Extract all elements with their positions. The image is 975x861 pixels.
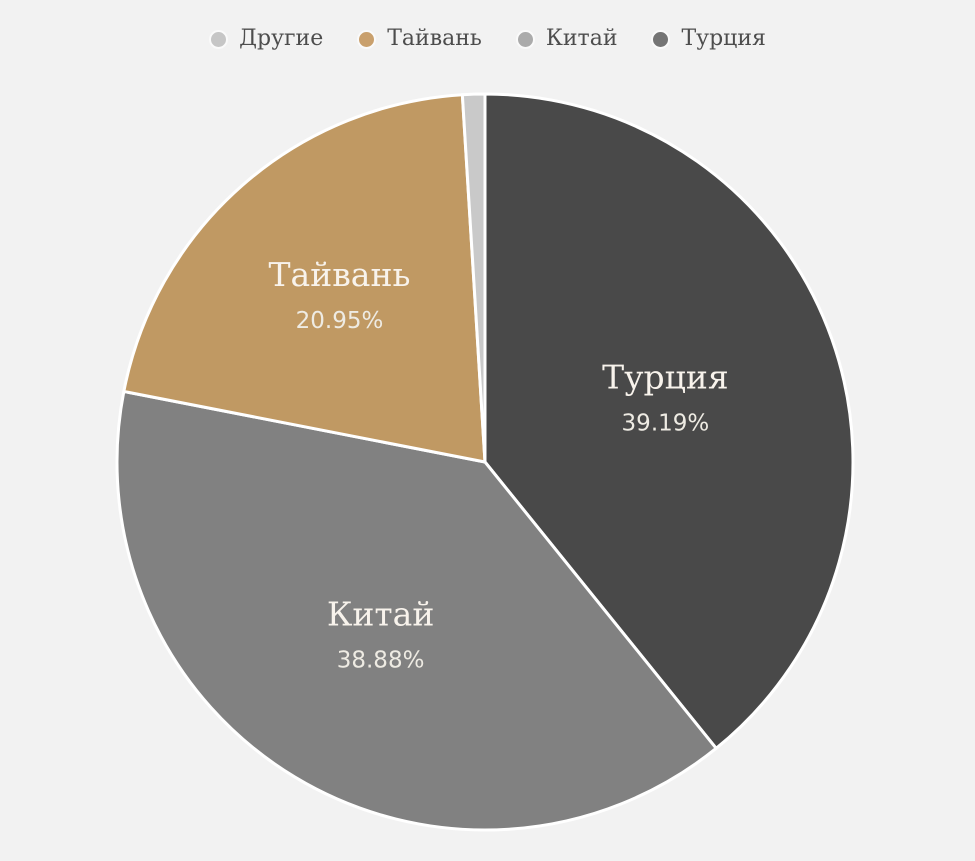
pie-slice-1[interactable] bbox=[115, 389, 718, 832]
chart-legend: Другие Тайвань Китай Турция bbox=[0, 28, 975, 50]
pie-slice-2[interactable] bbox=[122, 93, 487, 464]
legend-marker-circle bbox=[209, 29, 229, 49]
legend-marker-circle bbox=[357, 29, 377, 49]
legend-marker-circle bbox=[651, 29, 671, 49]
slice-label-percent: 20.95% bbox=[296, 308, 384, 334]
slice-label-name: Китай bbox=[327, 594, 434, 633]
legend-item-taiwan[interactable]: Тайвань bbox=[357, 28, 482, 50]
legend-label: Тайвань bbox=[387, 26, 482, 51]
legend-label: Китай bbox=[545, 26, 618, 51]
legend-item-turkey[interactable]: Турция bbox=[651, 26, 766, 51]
legend-marker-circle bbox=[515, 29, 535, 49]
slice-label-percent: 38.88% bbox=[337, 647, 425, 673]
pie-slice-3[interactable] bbox=[460, 92, 487, 464]
legend-item-china[interactable]: Китай bbox=[515, 26, 618, 51]
slice-label-name: Турция bbox=[602, 357, 729, 396]
slice-label-name: Тайвань bbox=[269, 255, 411, 294]
legend-label: Другие bbox=[239, 26, 324, 51]
pie-slice-0[interactable] bbox=[483, 92, 855, 750]
slice-label-percent: 39.19% bbox=[622, 410, 710, 436]
legend-item-others[interactable]: Другие bbox=[209, 28, 323, 50]
legend-label: Турция bbox=[681, 26, 766, 51]
